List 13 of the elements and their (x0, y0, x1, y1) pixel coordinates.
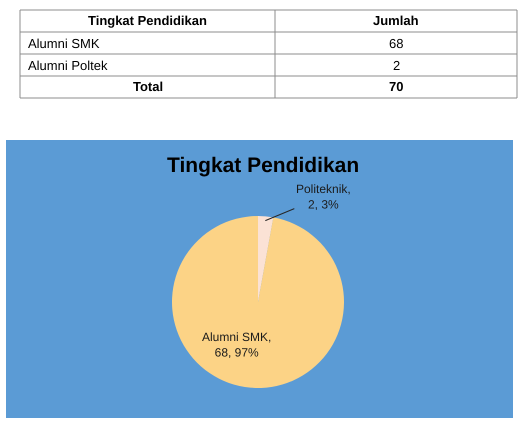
data-label: 68 (389, 36, 404, 51)
data-label: 2 (393, 58, 400, 73)
pie-slice (258, 216, 274, 302)
text: Jumlah (373, 13, 419, 28)
category-label: Alumni SMK (28, 36, 100, 51)
text: Tingkat Pendidikan (88, 13, 208, 28)
pie-slice (172, 216, 344, 388)
data-label: 70 (389, 79, 404, 94)
category-label: Total (133, 79, 164, 94)
chart-title: Tingkat Pendidikan (167, 154, 360, 177)
data-label: Alumni SMK, 68, 97% (202, 330, 272, 360)
data-label: Politeknik, 2, 3% (296, 182, 351, 212)
category-label: Alumni Poltek (28, 58, 108, 73)
